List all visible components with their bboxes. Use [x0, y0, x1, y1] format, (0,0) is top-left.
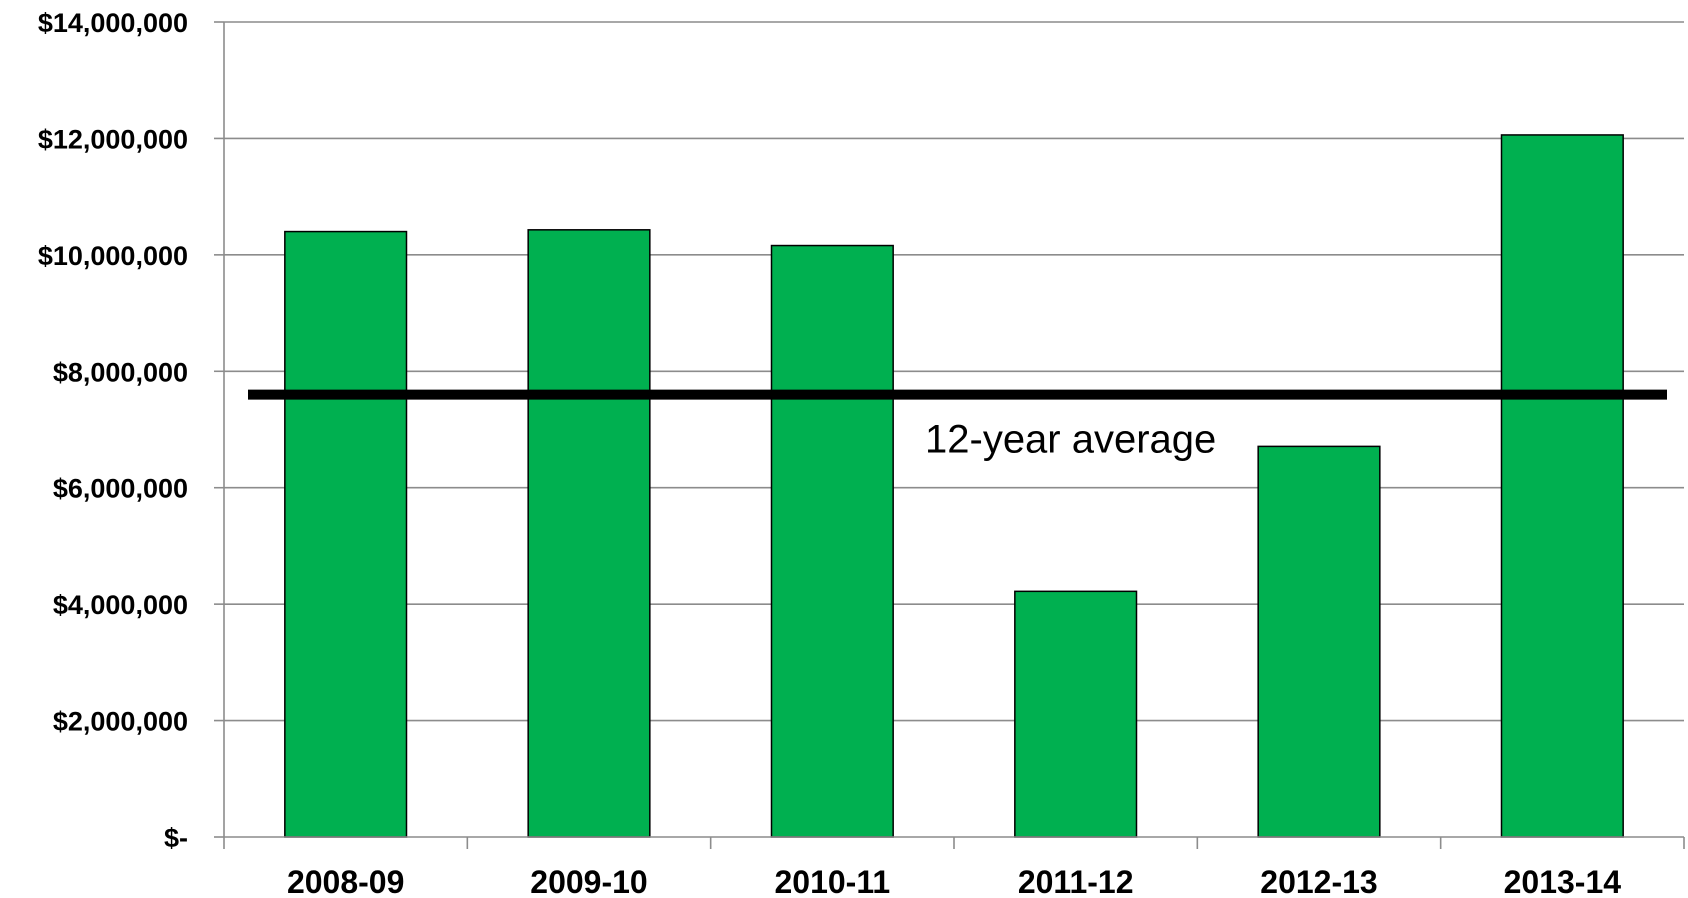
bars: [284, 134, 1624, 838]
bar-2008-09: [284, 230, 408, 838]
bar-2011-12: [1014, 590, 1138, 838]
y-tick-label: $6,000,000: [53, 474, 188, 504]
y-tick-label: $12,000,000: [38, 124, 188, 154]
y-tick-label: $8,000,000: [53, 357, 188, 387]
y-tick-label: $14,000,000: [38, 8, 188, 38]
x-tick-label: 2010-11: [774, 864, 890, 898]
x-tick-labels: 2008-09 2009-10 2010-11 2011-12 2012-13 2013-…: [287, 864, 1621, 898]
x-tick-label: 2013-14: [1504, 864, 1622, 898]
y-tick-label: $2,000,000: [53, 707, 188, 737]
x-tick-label: 2011-12: [1018, 864, 1134, 898]
average-label: 12-year average: [925, 418, 1216, 462]
y-tick-label: $10,000,000: [38, 241, 188, 271]
y-tick-label: $-: [164, 823, 188, 853]
gridlines: [224, 21, 1684, 722]
y-tick-labels: $- $2,000,000 $4,000,000 $6,000,000 $8,000,0…: [38, 8, 188, 853]
axes: [214, 21, 1685, 849]
bar-2013-14: [1500, 134, 1624, 838]
x-tick-label: 2012-13: [1260, 864, 1377, 898]
bar-2009-10: [527, 229, 651, 838]
bar-2012-13: [1257, 445, 1381, 838]
x-tick-label: 2009-10: [530, 864, 647, 898]
y-tick-label: $4,000,000: [53, 590, 188, 620]
x-tick-label: 2008-09: [287, 864, 404, 898]
reference-line-group: 12-year average: [248, 389, 1667, 462]
bar-2010-11: [770, 244, 894, 838]
